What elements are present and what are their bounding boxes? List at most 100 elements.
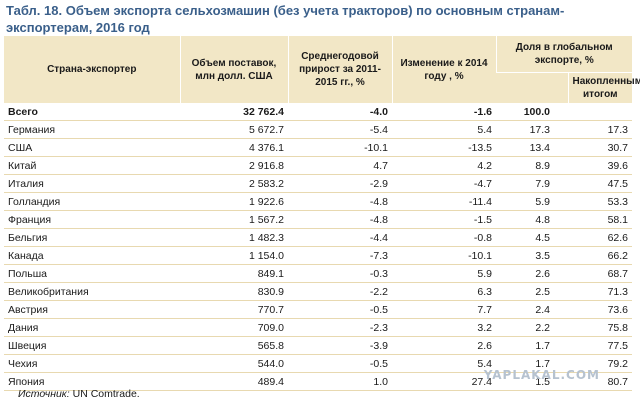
cell-volume: 2 916.8: [180, 156, 288, 175]
source-text: UN Comtrade.: [69, 388, 140, 400]
cell-volume: 4 376.1: [180, 138, 288, 157]
cell-change: 5.4: [392, 354, 496, 373]
cell-share: 1.5: [496, 372, 568, 391]
table-row: Швеция 565.8 -3.9 2.6 1.7 77.5: [4, 336, 633, 355]
cell-change: 5.4: [392, 120, 496, 139]
cell-country: Канада: [4, 246, 180, 265]
cell-country: Китай: [4, 156, 180, 175]
cell-share: 2.2: [496, 318, 568, 337]
cell-growth: 4.7: [288, 156, 392, 175]
cell-cumulative: 30.7: [568, 138, 633, 157]
cell-share: 1.7: [496, 336, 568, 355]
cell-growth: -4.8: [288, 210, 392, 229]
cell-country: США: [4, 138, 180, 157]
header-country: Страна-экспортер: [4, 36, 180, 103]
cell-share: 4.5: [496, 228, 568, 247]
header-cumulative: Накопленным итогом: [567, 72, 640, 103]
cell-volume: 565.8: [180, 336, 288, 355]
header-growth: Среднегодовой прирост за 2011-2015 гг., …: [287, 36, 392, 103]
table-row: Дания 709.0 -2.3 3.2 2.2 75.8: [4, 318, 633, 337]
header-volume: Объем поставок, млн долл. США: [179, 36, 288, 103]
cell-growth: -3.9: [288, 336, 392, 355]
cell-volume: 770.7: [180, 300, 288, 319]
cell-volume: 1 482.3: [180, 228, 288, 247]
cell-cumulative: 77.5: [568, 336, 633, 355]
cell-share: 5.9: [496, 192, 568, 211]
table-title: Табл. 18. Объем экспорта сельхозмашин (б…: [6, 3, 565, 35]
cell-volume: 1 154.0: [180, 246, 288, 265]
cell-share: 100.0: [496, 103, 568, 121]
table-row: Китай 2 916.8 4.7 4.2 8.9 39.6: [4, 156, 633, 175]
cell-growth: -4.4: [288, 228, 392, 247]
cell-volume: 32 762.4: [180, 103, 288, 121]
cell-cumulative: 71.3: [568, 282, 633, 301]
cell-change: 4.2: [392, 156, 496, 175]
table-row: Голландия 1 922.6 -4.8 -11.4 5.9 53.3: [4, 192, 633, 211]
cell-change: -11.4: [392, 192, 496, 211]
cell-change: 7.7: [392, 300, 496, 319]
cell-country: Бельгия: [4, 228, 180, 247]
table-row: Италия 2 583.2 -2.9 -4.7 7.9 47.5: [4, 174, 633, 193]
table-row: Канада 1 154.0 -7.3 -10.1 3.5 66.2: [4, 246, 633, 265]
cell-cumulative: 66.2: [568, 246, 633, 265]
cell-growth: -0.3: [288, 264, 392, 283]
cell-change: -0.8: [392, 228, 496, 247]
table-row: Великобритания 830.9 -2.2 6.3 2.5 71.3: [4, 282, 633, 301]
cell-country: Дания: [4, 318, 180, 337]
cell-cumulative: 80.7: [568, 372, 633, 391]
cell-country: Швеция: [4, 336, 180, 355]
cell-change: 2.6: [392, 336, 496, 355]
table-row: Бельгия 1 482.3 -4.4 -0.8 4.5 62.6: [4, 228, 633, 247]
cell-growth: 1.0: [288, 372, 392, 391]
cell-cumulative: 53.3: [568, 192, 633, 211]
cell-change: -1.5: [392, 210, 496, 229]
table-row: США 4 376.1 -10.1 -13.5 13.4 30.7: [4, 138, 633, 157]
cell-change: 6.3: [392, 282, 496, 301]
header-share: [496, 72, 568, 103]
header-share-group: Доля в глобальном экспорте, %: [495, 36, 633, 73]
cell-country: Австрия: [4, 300, 180, 319]
cell-share: 2.6: [496, 264, 568, 283]
table-row: Чехия 544.0 -0.5 5.4 1.7 79.2: [4, 354, 633, 373]
cell-volume: 489.4: [180, 372, 288, 391]
cell-cumulative: 73.6: [568, 300, 633, 319]
cell-volume: 2 583.2: [180, 174, 288, 193]
cell-cumulative: 75.8: [568, 318, 633, 337]
cell-cumulative: 39.6: [568, 156, 633, 175]
table-row: Франция 1 567.2 -4.8 -1.5 4.8 58.1: [4, 210, 633, 229]
cell-growth: -2.2: [288, 282, 392, 301]
cell-change: -1.6: [392, 103, 496, 121]
table-body: Всего 32 762.4 -4.0 -1.6 100.0 Германия 5 672.…: [4, 103, 633, 391]
cell-country: Великобритания: [4, 282, 180, 301]
cell-country: Чехия: [4, 354, 180, 373]
cell-share: 3.5: [496, 246, 568, 265]
cell-volume: 1 567.2: [180, 210, 288, 229]
cell-change: -10.1: [392, 246, 496, 265]
cell-change: -4.7: [392, 174, 496, 193]
cell-volume: 830.9: [180, 282, 288, 301]
cell-share: 2.4: [496, 300, 568, 319]
export-table: Страна-экспортер Объем поставок, млн дол…: [4, 36, 640, 391]
cell-growth: -4.8: [288, 192, 392, 211]
cell-growth: -2.3: [288, 318, 392, 337]
cell-volume: 849.1: [180, 264, 288, 283]
cell-share: 8.9: [496, 156, 568, 175]
table-row: Германия 5 672.7 -5.4 5.4 17.3 17.3: [4, 120, 633, 139]
cell-growth: -0.5: [288, 300, 392, 319]
cell-cumulative: [568, 103, 633, 121]
cell-change: 5.9: [392, 264, 496, 283]
watermark: YAPLAKAL.COM: [483, 368, 600, 382]
cell-volume: 544.0: [180, 354, 288, 373]
cell-cumulative: 68.7: [568, 264, 633, 283]
table-row: Япония 489.4 1.0 27.4 1.5 80.7: [4, 372, 633, 391]
header-change: Изменение к 2014 году , %: [391, 36, 496, 103]
cell-volume: 1 922.6: [180, 192, 288, 211]
cell-country: Германия: [4, 120, 180, 139]
cell-share: 4.8: [496, 210, 568, 229]
cell-growth: -7.3: [288, 246, 392, 265]
cell-country: Италия: [4, 174, 180, 193]
cell-country: Франция: [4, 210, 180, 229]
cell-growth: -4.0: [288, 103, 392, 121]
source-note: Источник: UN Comtrade.: [18, 388, 140, 400]
cell-change: 27.4: [392, 372, 496, 391]
